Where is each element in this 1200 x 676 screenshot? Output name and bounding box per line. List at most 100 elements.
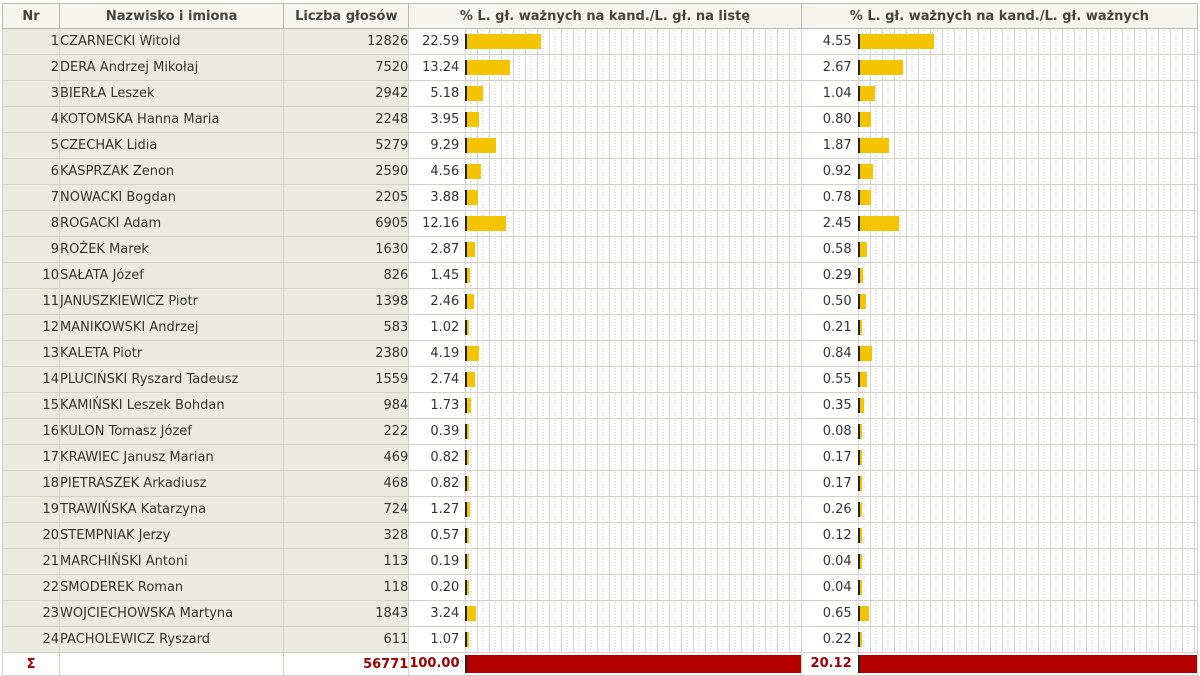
vote-count: 826 (283, 262, 410, 289)
pct-valid-bar (857, 528, 862, 543)
pct-list-cell: 3.24 (408, 600, 802, 627)
pct-list-cell: 2.74 (408, 366, 802, 393)
table-row: 6 KASPRZAK Zenon 2590 4.56 0.92 (1, 158, 1199, 185)
pct-list-bar (465, 60, 510, 75)
pct-valid-bar (857, 580, 862, 595)
candidate-name: SAŁATA Józef (59, 262, 285, 289)
pct-list-value: 1.27 (409, 497, 462, 522)
header-pct-list[interactable]: % L. gł. ważnych na kand./L. gł. na list… (408, 3, 802, 29)
row-nr: 5 (1, 132, 61, 159)
pct-list-track (465, 575, 801, 600)
row-nr: 4 (1, 106, 61, 133)
row-nr: 21 (1, 548, 61, 575)
pct-list-cell: 1.02 (408, 314, 802, 341)
pct-list-bar (465, 450, 470, 465)
table-row: 14 PLUCIŃSKI Ryszard Tadeusz 1559 2.74 0.55 (1, 366, 1199, 393)
pct-list-cell: 0.57 (408, 522, 802, 549)
table-row: 7 NOWACKI Bogdan 2205 3.88 0.78 (1, 184, 1199, 211)
pct-valid-cell: 0.84 (800, 340, 1199, 367)
pct-valid-track (857, 601, 1197, 626)
pct-list-value: 2.87 (409, 237, 462, 262)
header-name[interactable]: Nazwisko i imiona (59, 3, 285, 29)
header-votes[interactable]: Liczba głosów (283, 3, 410, 29)
pct-list-cell: 1.07 (408, 626, 802, 653)
pct-valid-bar (857, 320, 862, 335)
pct-valid-track (857, 211, 1197, 236)
pct-list-bar (465, 398, 472, 413)
pct-list-bar (465, 294, 474, 309)
pct-valid-bar (857, 554, 862, 569)
total-votes: 56771 (283, 652, 410, 676)
pct-list-bar (465, 580, 470, 595)
vote-count: 5279 (283, 132, 410, 159)
pct-valid-track (857, 107, 1197, 132)
pct-valid-track (857, 523, 1197, 548)
pct-valid-track (857, 575, 1197, 600)
pct-valid-value: 1.87 (802, 133, 854, 158)
row-nr: 7 (1, 184, 61, 211)
total-row: Σ 56771 100.00 20.12 (1, 652, 1199, 676)
vote-count: 469 (283, 444, 410, 471)
pct-list-track (465, 393, 801, 418)
pct-list-bar (465, 424, 470, 439)
pct-valid-cell: 0.12 (800, 522, 1199, 549)
candidate-name: MANIKOWSKI Andrzej (59, 314, 285, 341)
candidate-name: ROGACKI Adam (59, 210, 285, 237)
pct-valid-track (857, 185, 1197, 210)
pct-valid-value: 0.17 (802, 471, 854, 496)
results-table: Nr Nazwisko i imiona Liczba głosów % L. … (1, 3, 1199, 676)
pct-list-cell: 1.45 (408, 262, 802, 289)
candidate-name: CZECHAK Lidia (59, 132, 285, 159)
pct-valid-track (857, 81, 1197, 106)
header-pct-valid[interactable]: % L. gł. ważnych na kand./L. gł. ważnych (800, 3, 1199, 29)
pct-list-value: 2.74 (409, 367, 462, 392)
pct-list-bar (465, 86, 483, 101)
pct-list-track (465, 601, 801, 626)
pct-list-bar (465, 34, 542, 49)
candidate-name: KASPRZAK Zenon (59, 158, 285, 185)
pct-list-value: 4.19 (409, 341, 462, 366)
pct-valid-track (857, 55, 1197, 80)
vote-count: 2942 (283, 80, 410, 107)
header-nr[interactable]: Nr (1, 3, 61, 29)
pct-list-value: 22.59 (409, 29, 462, 54)
pct-list-value: 13.24 (409, 55, 462, 80)
pct-valid-track (857, 133, 1197, 158)
pct-list-value: 0.20 (409, 575, 462, 600)
table-row: 22 SMODEREK Roman 118 0.20 0.04 (1, 574, 1199, 601)
table-row: 18 PIETRASZEK Arkadiusz 468 0.82 0.17 (1, 470, 1199, 497)
pct-list-track (465, 315, 801, 340)
table-row: 4 KOTOMSKA Hanna Maria 2248 3.95 0.80 (1, 106, 1199, 133)
pct-list-track (465, 185, 801, 210)
candidate-name: KULON Tomasz Józef (59, 418, 285, 445)
table-row: 17 KRAWIEC Janusz Marian 469 0.82 0.17 (1, 444, 1199, 471)
pct-valid-track (857, 289, 1197, 314)
pct-list-track (465, 133, 801, 158)
pct-valid-value: 0.65 (802, 601, 854, 626)
vote-count: 2248 (283, 106, 410, 133)
pct-valid-value: 1.04 (802, 81, 854, 106)
pct-valid-cell: 0.55 (800, 366, 1199, 393)
vote-count: 2590 (283, 158, 410, 185)
vote-count: 7520 (283, 54, 410, 81)
pct-list-track (465, 341, 801, 366)
table-row: 2 DERA Andrzej Mikołaj 7520 13.24 2.67 (1, 54, 1199, 81)
candidate-name: STEMPNIAK Jerzy (59, 522, 285, 549)
candidate-name: WOJCIECHOWSKA Martyna (59, 600, 285, 627)
pct-list-track (465, 159, 801, 184)
pct-valid-cell: 0.17 (800, 470, 1199, 497)
pct-valid-track (857, 237, 1197, 262)
total-pct-valid-bar (857, 655, 1197, 673)
pct-valid-cell: 0.35 (800, 392, 1199, 419)
pct-list-cell: 4.19 (408, 340, 802, 367)
table-row: 19 TRAWIŃSKA Katarzyna 724 1.27 0.26 (1, 496, 1199, 523)
pct-valid-value: 0.22 (802, 627, 854, 652)
pct-valid-value: 2.67 (802, 55, 854, 80)
pct-list-value: 0.57 (409, 523, 462, 548)
pct-list-track (465, 81, 801, 106)
candidate-name: KALETA Piotr (59, 340, 285, 367)
row-nr: 20 (1, 522, 61, 549)
row-nr: 19 (1, 496, 61, 523)
pct-valid-value: 0.55 (802, 367, 854, 392)
row-nr: 12 (1, 314, 61, 341)
